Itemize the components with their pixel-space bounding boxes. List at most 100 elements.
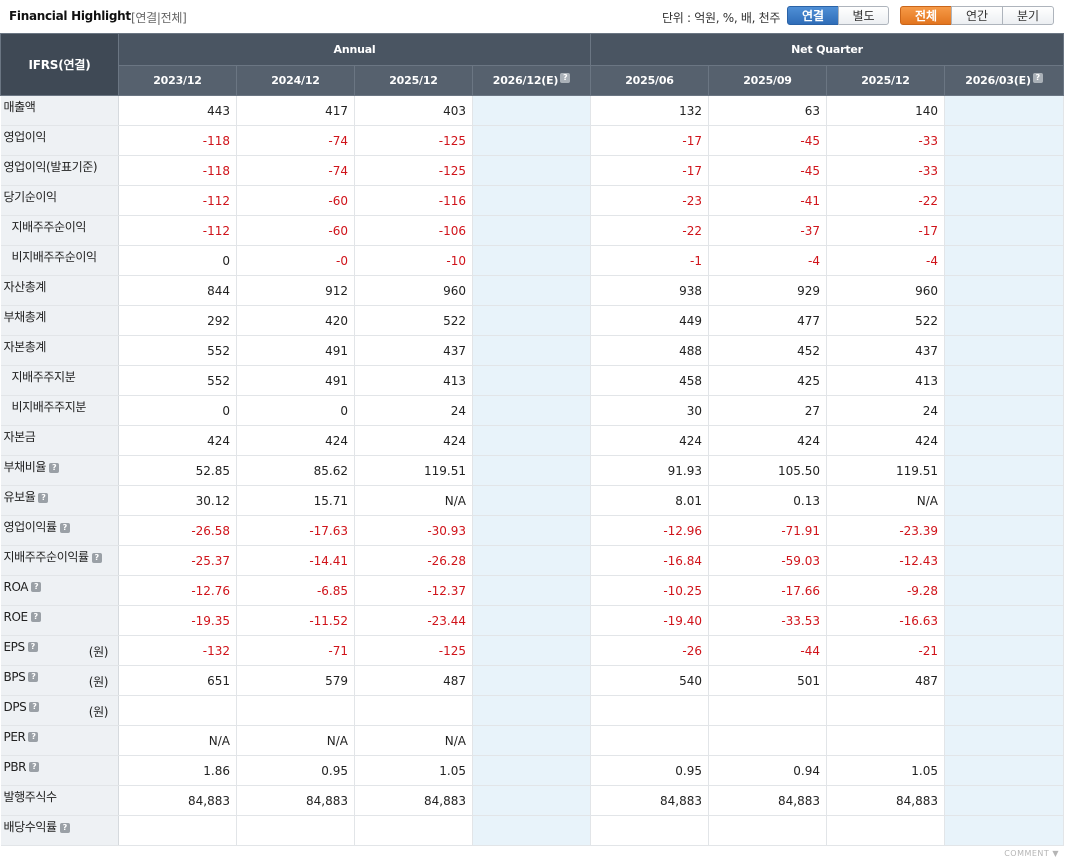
table-cell: N/A bbox=[236, 725, 355, 756]
table-cell bbox=[472, 815, 591, 846]
row-unit: (원) bbox=[88, 645, 109, 659]
table-cell bbox=[944, 785, 1065, 816]
row-label: 지배주주순이익 bbox=[11, 220, 87, 234]
table-row: DPS? (원) bbox=[0, 695, 1065, 726]
help-icon[interactable]: ? bbox=[27, 642, 38, 652]
table-cell: 491 bbox=[236, 365, 355, 396]
table-cell: -33 bbox=[826, 155, 945, 186]
row-label: 유보율 bbox=[3, 490, 36, 504]
table-cell: -26 bbox=[590, 635, 709, 666]
table-row: 지배주주지분 552 491 413 458 425 413 bbox=[0, 365, 1065, 396]
separate-button[interactable]: 별도 bbox=[838, 6, 889, 25]
table-cell: -74 bbox=[236, 155, 355, 186]
table-row: PBR? 1.86 0.95 1.05 0.95 0.94 1.05 bbox=[0, 755, 1065, 786]
help-icon[interactable]: ? bbox=[28, 732, 39, 742]
help-icon[interactable]: ? bbox=[28, 672, 39, 682]
table-cell: 30 bbox=[590, 395, 709, 426]
table-cell: -12.96 bbox=[590, 515, 709, 546]
table-cell bbox=[944, 395, 1065, 426]
quarter-group-header: Net Quarter bbox=[589, 33, 1065, 66]
row-label: 비지배주주지분 bbox=[11, 400, 87, 414]
page-title: Financial Highlight bbox=[9, 9, 131, 23]
table-cell: 912 bbox=[236, 275, 355, 306]
table-row: 발행주식수 84,883 84,883 84,883 84,883 84,883 84,88… bbox=[0, 785, 1065, 816]
table-cell: 443 bbox=[118, 95, 237, 126]
help-icon[interactable]: ? bbox=[59, 522, 70, 533]
column-header-label: 2026/12(E) bbox=[492, 74, 559, 87]
table-cell: -23.39 bbox=[826, 515, 945, 546]
table-row: 영업이익률? -26.58 -17.63 -30.93 -12.96 -71.91 -23.… bbox=[0, 515, 1065, 546]
table-cell bbox=[590, 815, 709, 846]
table-cell bbox=[472, 575, 591, 606]
help-icon[interactable]: ? bbox=[59, 822, 70, 833]
help-icon[interactable]: ? bbox=[29, 762, 40, 772]
consolidated-button[interactable]: 연결 bbox=[787, 6, 839, 25]
help-icon[interactable]: ? bbox=[30, 612, 41, 622]
help-icon[interactable]: ? bbox=[31, 582, 42, 592]
table-cell bbox=[472, 245, 591, 276]
table-cell bbox=[472, 605, 591, 636]
table-cell: 0.95 bbox=[590, 755, 709, 786]
help-icon[interactable]: ? bbox=[1032, 73, 1043, 83]
table-cell: -45 bbox=[708, 125, 827, 156]
table-cell bbox=[944, 365, 1065, 396]
row-label: 부채비율 bbox=[3, 460, 47, 474]
table-cell: 132 bbox=[590, 95, 709, 126]
period-quarter-button[interactable]: 분기 bbox=[1002, 6, 1054, 25]
row-label-cell: 지배주주순이익 bbox=[0, 215, 119, 246]
table-cell: -0 bbox=[236, 245, 355, 276]
row-label: 당기순이익 bbox=[3, 190, 58, 204]
table-cell bbox=[472, 755, 591, 786]
row-label: PBR bbox=[3, 759, 27, 774]
column-header: 2025/12 bbox=[826, 65, 945, 96]
table-cell: -16.84 bbox=[590, 545, 709, 576]
row-label-cell: 영업이익(발표기준) bbox=[0, 155, 119, 186]
table-cell: 84,883 bbox=[590, 785, 709, 816]
row-label-cell: 부채총계 bbox=[0, 305, 119, 336]
column-header: 2026/12(E)? bbox=[472, 65, 591, 96]
table-cell bbox=[472, 425, 591, 456]
table-cell bbox=[944, 305, 1065, 336]
table-cell: -74 bbox=[236, 125, 355, 156]
table-cell: -25.37 bbox=[118, 545, 237, 576]
help-icon[interactable]: ? bbox=[38, 492, 49, 503]
table-row: 영업이익 -118 -74 -125 -17 -45 -33 bbox=[0, 125, 1065, 156]
table-cell: 449 bbox=[590, 305, 709, 336]
table-cell bbox=[944, 605, 1065, 636]
column-header-label: 2024/12 bbox=[271, 74, 320, 87]
help-icon[interactable]: ? bbox=[560, 73, 571, 83]
period-annual-button[interactable]: 연간 bbox=[951, 6, 1003, 25]
help-icon[interactable]: ? bbox=[29, 702, 40, 712]
table-cell: 424 bbox=[590, 425, 709, 456]
row-label-cell: ROA? bbox=[0, 575, 119, 606]
page-subtitle: [연결|전체] bbox=[131, 11, 187, 25]
help-icon[interactable]: ? bbox=[49, 462, 60, 473]
table-cell: 424 bbox=[354, 425, 473, 456]
row-label-cell: 영업이익 bbox=[0, 125, 119, 156]
row-label-cell: 매출액 bbox=[0, 95, 119, 126]
table-cell bbox=[118, 815, 237, 846]
table-cell bbox=[472, 125, 591, 156]
table-row: 부채총계 292 420 522 449 477 522 bbox=[0, 305, 1065, 336]
table-row: PER? N/A N/A N/A bbox=[0, 725, 1065, 756]
comment-toggle[interactable]: COMMENT ▼ bbox=[1004, 849, 1059, 858]
period-all-button[interactable]: 전체 bbox=[900, 6, 952, 25]
row-label: 영업이익(발표기준) bbox=[3, 160, 98, 174]
row-label-cell: EPS? (원) bbox=[0, 635, 119, 666]
column-header-label: 2023/12 bbox=[153, 74, 202, 87]
table-cell: 84,883 bbox=[236, 785, 355, 816]
table-cell: -22 bbox=[590, 215, 709, 246]
table-cell: -10 bbox=[354, 245, 473, 276]
table-cell: -44 bbox=[708, 635, 827, 666]
row-label-cell: 자본총계 bbox=[0, 335, 119, 366]
table-row: 지배주주순이익률? -25.37 -14.41 -26.28 -16.84 -59.03-… bbox=[0, 545, 1065, 576]
table-cell bbox=[944, 125, 1065, 156]
table-cell bbox=[354, 815, 473, 846]
help-icon[interactable]: ? bbox=[91, 552, 102, 563]
table-cell bbox=[944, 665, 1065, 696]
table-cell: 24 bbox=[354, 395, 473, 426]
row-label: 발행주식수 bbox=[3, 790, 58, 804]
table-cell: 929 bbox=[708, 275, 827, 306]
column-header: 2024/12 bbox=[236, 65, 355, 96]
table-cell bbox=[472, 725, 591, 756]
